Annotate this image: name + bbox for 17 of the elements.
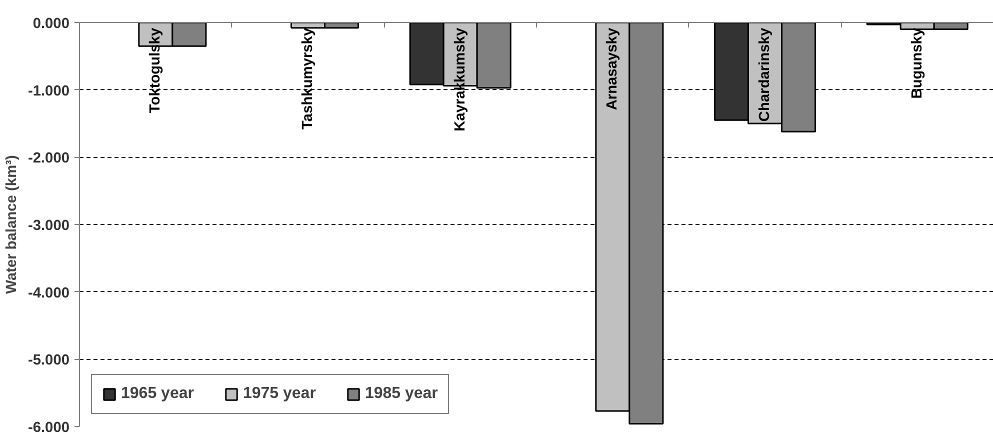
x-tick-label: Toktogulsky [148,27,164,114]
y-tick-label: -4.000 [28,285,70,302]
y-tick-label: -3.000 [28,218,70,234]
legend-label: 1975 year [242,385,316,403]
y-tick-label: -6.000 [28,420,70,436]
y-tick-label: 0.000 [32,16,70,32]
y-axis-title: Water balance (km³) [4,155,20,294]
y-tick-label: -2.000 [28,150,70,167]
x-tick-label: Chardarinsky [757,27,773,122]
x-tick-label: Bugunsky [909,27,926,99]
x-tick-label: Arnasaysky [604,27,621,110]
legend-label: 1985 year [364,385,438,403]
y-tick-label: -1.000 [28,83,70,100]
legend-label: 1965 year [121,385,194,403]
x-tick-label: Tashkumyrsky [300,27,316,130]
y-tick-label: -5.000 [28,352,70,369]
x-tick-label: Kayrakkumsky [452,27,468,132]
